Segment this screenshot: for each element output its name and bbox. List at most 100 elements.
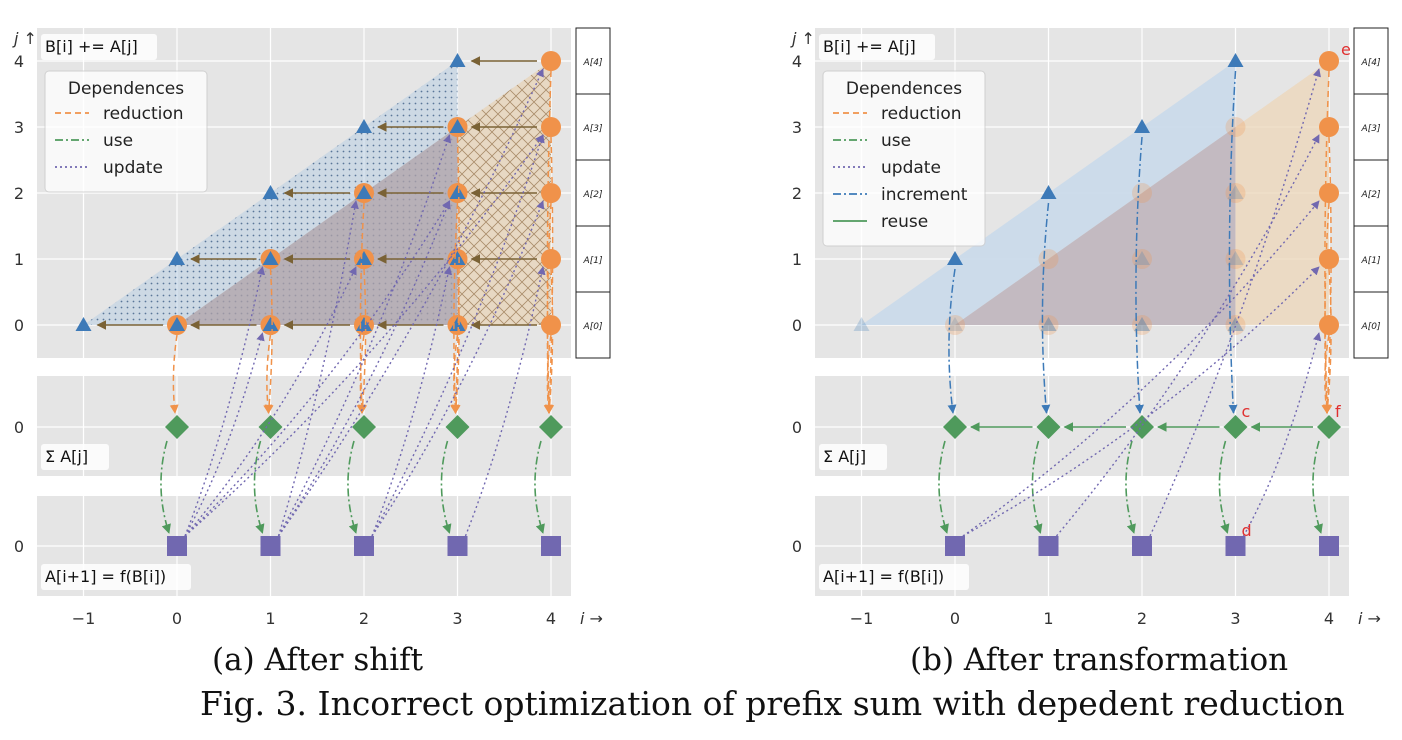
update-arrow (277, 68, 544, 537)
annotation-c: c (1242, 402, 1251, 421)
array-cell-label: A[2] (1361, 190, 1381, 200)
iteration-triangle (1040, 317, 1057, 331)
sum-diamond (539, 415, 563, 439)
figure-caption: Fig. 3. Incorrect optimization of prefix… (200, 684, 1345, 723)
update-arrow (184, 200, 451, 537)
update-arrow (371, 266, 453, 537)
y-tick-label: 3 (792, 118, 802, 137)
top-label: B[i] += A[j] (823, 37, 916, 56)
iteration-triangle (356, 185, 372, 199)
top-label-box (41, 34, 157, 60)
update-arrow (1242, 332, 1322, 537)
update-arrow (1055, 134, 1320, 537)
y-tick-label: 1 (792, 250, 802, 269)
x-tick-label: −1 (850, 609, 874, 628)
array-cell-label: A[4] (1361, 58, 1381, 68)
array-strip (1353, 27, 1389, 359)
iteration-triangle (1227, 185, 1244, 199)
iteration-triangle (1040, 185, 1057, 199)
legend-label: reuse (881, 212, 928, 232)
update-arrow (184, 266, 266, 537)
output-square (1038, 536, 1059, 556)
bottom-label: A[i+1] = f(B[i]) (823, 567, 944, 586)
array-cell-label: A[1] (1361, 256, 1381, 266)
y-tick-label: 0 (14, 316, 24, 335)
y-tick-label: 0 (14, 537, 24, 556)
top-label-box (819, 34, 935, 60)
bottom-label-box (819, 564, 969, 590)
y-tick-label: 4 (792, 52, 802, 71)
array-cell-label: A[3] (1361, 124, 1381, 134)
iteration-circle (541, 183, 561, 203)
array-cell-label: A[3] (583, 124, 603, 134)
output-square (1319, 536, 1339, 556)
iteration-circle (1038, 249, 1059, 269)
reduction-arrow (451, 268, 461, 414)
output-square (354, 536, 374, 556)
legend-label: use (103, 131, 133, 151)
bottom-label: A[i+1] = f(B[i]) (45, 567, 166, 586)
iteration-triangle (1040, 317, 1057, 331)
middle-label-box (819, 444, 887, 470)
y-tick-label: 0 (792, 537, 802, 556)
iteration-triangle (947, 317, 963, 331)
update-arrow (371, 134, 545, 537)
reduction-arrow (358, 268, 368, 414)
legend-label: reduction (881, 104, 962, 124)
middle-label-box (41, 444, 109, 470)
top-label: B[i] += A[j] (45, 37, 138, 56)
bottom-label-box (41, 564, 191, 590)
reduction-arrow (1323, 268, 1333, 414)
iteration-triangle (262, 317, 279, 331)
array-cell-label: A[4] (583, 58, 603, 68)
region-overlap (955, 127, 1236, 325)
iteration-triangle (1227, 317, 1244, 331)
x-tick-label: 4 (1324, 609, 1334, 628)
reduction-arrow (1322, 70, 1332, 414)
legend-label: increment (881, 185, 968, 205)
reduction-arrow (545, 268, 555, 414)
iteration-triangle (262, 185, 279, 199)
iteration-circle (945, 315, 965, 335)
x-tick-label: 4 (546, 609, 556, 628)
x-tick-label: 3 (452, 609, 462, 628)
array-cell-label: A[0] (1361, 322, 1381, 332)
annotation-d: d (1242, 521, 1252, 540)
legend-label: update (881, 158, 941, 178)
iteration-triangle (1134, 119, 1150, 133)
use-arrow (347, 440, 358, 534)
iteration-triangle (449, 251, 466, 265)
use-arrow (1218, 440, 1230, 534)
sum-diamond (1317, 415, 1341, 439)
use-arrow (1312, 440, 1323, 534)
sum-diamond (1036, 415, 1061, 439)
legend-label: reduction (103, 104, 184, 124)
y-axis-label: j ↑ (790, 29, 815, 48)
update-arrow (184, 332, 265, 537)
x-axis-label: i → (1358, 609, 1381, 628)
iteration-triangle (1227, 53, 1244, 67)
iteration-circle (541, 315, 561, 335)
update-arrow (962, 200, 1320, 537)
update-arrow (464, 266, 546, 537)
subcaption-a: (a) After shift (212, 642, 424, 678)
use-arrow (938, 440, 949, 534)
legend-label: update (103, 158, 163, 178)
subcaption-b: (b) After transformation (910, 642, 1289, 678)
middle-label: Σ A[j] (45, 447, 88, 466)
iteration-triangle (449, 119, 466, 133)
x-tick-label: 0 (172, 609, 182, 628)
use-arrow (440, 440, 452, 534)
x-tick-label: 0 (950, 609, 960, 628)
iteration-circle (1225, 117, 1246, 137)
y-tick-label: 0 (792, 316, 802, 335)
annotation-f: f (1335, 402, 1341, 421)
reduction-arrow (357, 202, 367, 414)
output-square (447, 536, 468, 556)
reduction-arrow (169, 334, 179, 414)
sum-diamond (445, 415, 470, 439)
reduction-arrow (264, 268, 274, 414)
increment-arrow (1228, 70, 1238, 414)
iteration-triangle (449, 185, 466, 199)
